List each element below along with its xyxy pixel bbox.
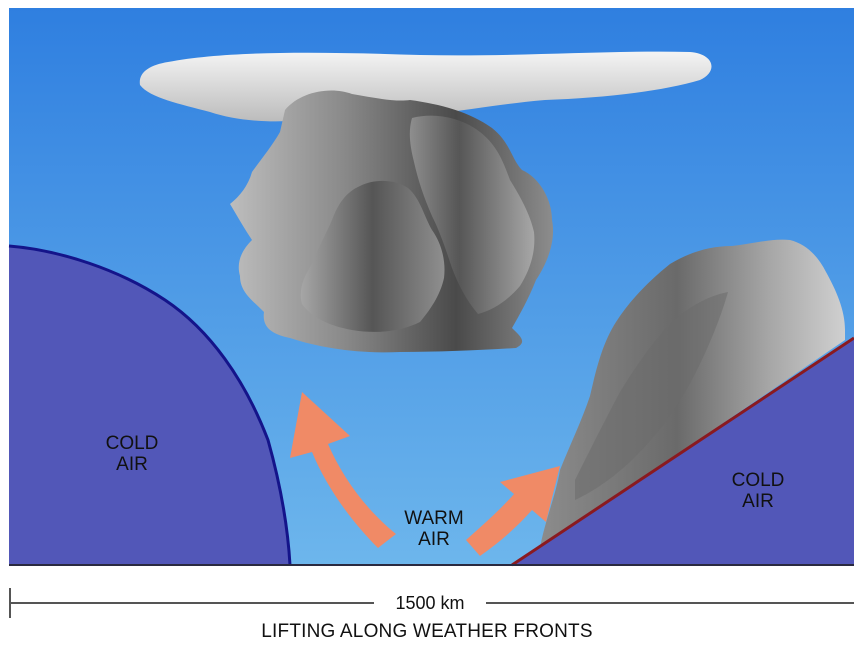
diagram-caption: LIFTING ALONG WEATHER FRONTS [261, 621, 593, 642]
thunderstorm-cloud-core [300, 180, 445, 332]
warm-air-label: WARM AIR [404, 508, 464, 550]
frontal-cloud-dark-band [575, 292, 728, 500]
cold-front-boundary [8, 244, 292, 566]
cold-air-left-label: COLD AIR [105, 433, 159, 475]
scale-distance-label: 1500 km [374, 592, 486, 614]
curved-up-arrow-icon [290, 392, 396, 548]
curved-up-arrow-icon [466, 466, 560, 556]
thunderstorm-cloud-right-lobe [409, 115, 535, 315]
cold-air-mass-left [9, 246, 290, 565]
warm-front-boundary [511, 336, 854, 567]
anvil-cloud [139, 51, 712, 122]
cold-air-right-label: COLD AIR [731, 470, 785, 512]
